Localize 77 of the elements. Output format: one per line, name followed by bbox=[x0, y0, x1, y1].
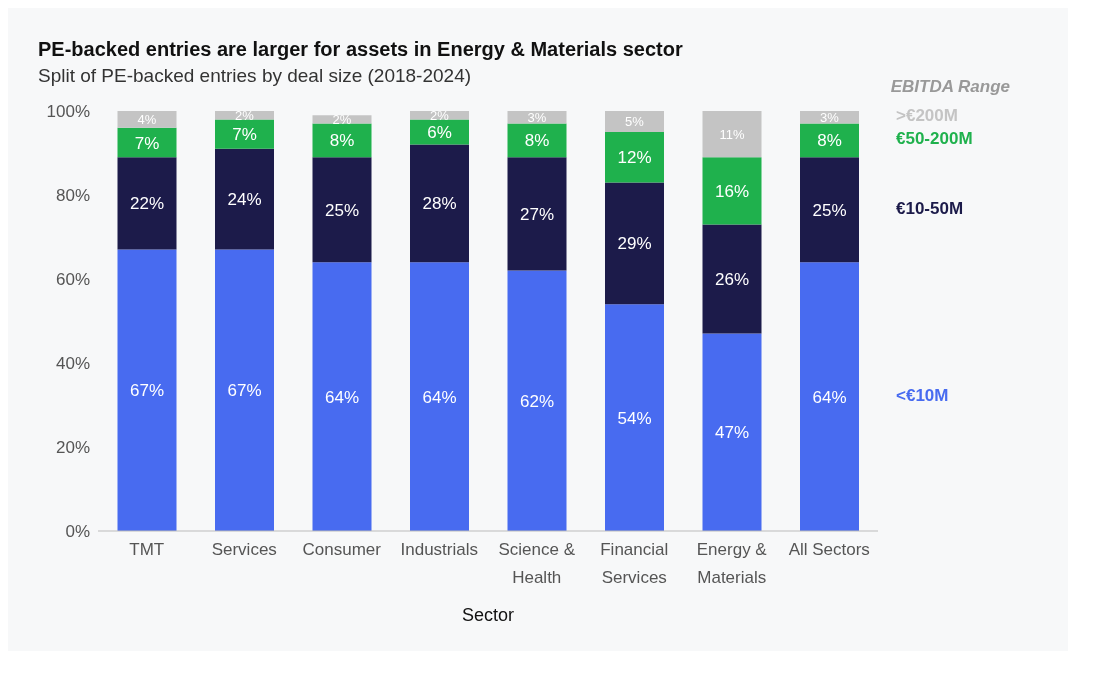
x-tick-label: Science & Health bbox=[498, 540, 576, 587]
bar bbox=[605, 111, 664, 132]
data-label: 54% bbox=[617, 408, 652, 428]
bar bbox=[702, 333, 762, 531]
data-label: 16% bbox=[714, 181, 750, 201]
data-label: 7% bbox=[232, 125, 257, 145]
x-tick-label: All Sectors bbox=[788, 540, 870, 559]
bar bbox=[605, 132, 664, 183]
data-label: 26% bbox=[714, 270, 750, 290]
data-label: 2% bbox=[332, 112, 352, 128]
bar bbox=[117, 111, 177, 128]
bar bbox=[605, 304, 664, 531]
data-label: 5% bbox=[625, 114, 645, 130]
bar bbox=[702, 111, 762, 158]
data-label: 24% bbox=[227, 190, 262, 210]
bar bbox=[605, 182, 664, 305]
bar bbox=[702, 224, 762, 334]
data-label: 64% bbox=[324, 387, 360, 407]
chart-title: PE-backed entries are larger for assets in Energy & Materials sector bbox=[38, 38, 684, 61]
x-tick-label: Energy & Materials bbox=[696, 540, 768, 587]
bar bbox=[215, 249, 274, 531]
chart-subtitle: Split of PE-backed entries by deal size (2018-2024) bbox=[38, 65, 472, 86]
bar bbox=[507, 270, 567, 531]
data-label: 64% bbox=[422, 387, 457, 407]
text: €10-50M bbox=[896, 198, 964, 219]
bar bbox=[507, 157, 567, 271]
data-label: 22% bbox=[129, 194, 165, 214]
bar bbox=[117, 127, 177, 158]
bar bbox=[117, 157, 177, 250]
bar bbox=[410, 144, 469, 263]
y-tick-label: 40% bbox=[55, 354, 90, 374]
bar bbox=[312, 157, 372, 263]
data-label: 67% bbox=[227, 381, 262, 401]
bar bbox=[800, 262, 859, 531]
data-label: 64% bbox=[812, 387, 847, 407]
bar bbox=[117, 249, 177, 531]
data-label: 8% bbox=[817, 131, 842, 151]
x-tick-label: Financial Services bbox=[600, 540, 669, 587]
legend-title: EBITDA Range bbox=[890, 77, 1010, 97]
x-tick-label: Services bbox=[211, 540, 277, 559]
data-label: 25% bbox=[324, 200, 360, 220]
x-axis-title: Sector bbox=[461, 605, 515, 625]
data-label: 29% bbox=[617, 234, 652, 254]
text: <€10M bbox=[896, 385, 949, 406]
bar bbox=[702, 157, 762, 225]
bar bbox=[410, 119, 469, 145]
data-label: 4% bbox=[137, 112, 157, 128]
y-tick-label: 80% bbox=[55, 186, 90, 206]
x-tick-label: Industrials bbox=[400, 540, 478, 559]
y-tick-label: 20% bbox=[55, 438, 90, 458]
bar bbox=[800, 157, 859, 263]
bar bbox=[410, 262, 469, 531]
data-label: 3% bbox=[820, 109, 840, 125]
data-label: 3% bbox=[527, 109, 547, 125]
y-tick-label: 100% bbox=[46, 102, 90, 122]
data-label: 2% bbox=[235, 107, 255, 123]
y-tick-label: 60% bbox=[55, 270, 90, 290]
data-label: 8% bbox=[524, 131, 550, 151]
data-label: 11% bbox=[719, 126, 745, 142]
data-label: 7% bbox=[134, 133, 160, 153]
y-tick-label: 0% bbox=[65, 522, 90, 542]
bar bbox=[312, 262, 372, 531]
data-label: 12% bbox=[617, 148, 652, 168]
data-label: 8% bbox=[329, 131, 355, 151]
data-label: 25% bbox=[812, 200, 847, 220]
data-label: 27% bbox=[519, 204, 555, 224]
bar bbox=[215, 119, 274, 149]
data-label: 47% bbox=[714, 423, 750, 443]
data-label: 62% bbox=[519, 391, 555, 411]
data-label: 2% bbox=[430, 107, 450, 123]
x-tick-label: TMT bbox=[129, 540, 165, 559]
data-label: 67% bbox=[129, 381, 165, 401]
x-tick-label: Consumer bbox=[302, 540, 382, 559]
data-label: 6% bbox=[427, 123, 452, 143]
bar bbox=[215, 148, 274, 250]
text: €50-200M bbox=[896, 129, 973, 150]
data-label: 28% bbox=[422, 194, 457, 214]
